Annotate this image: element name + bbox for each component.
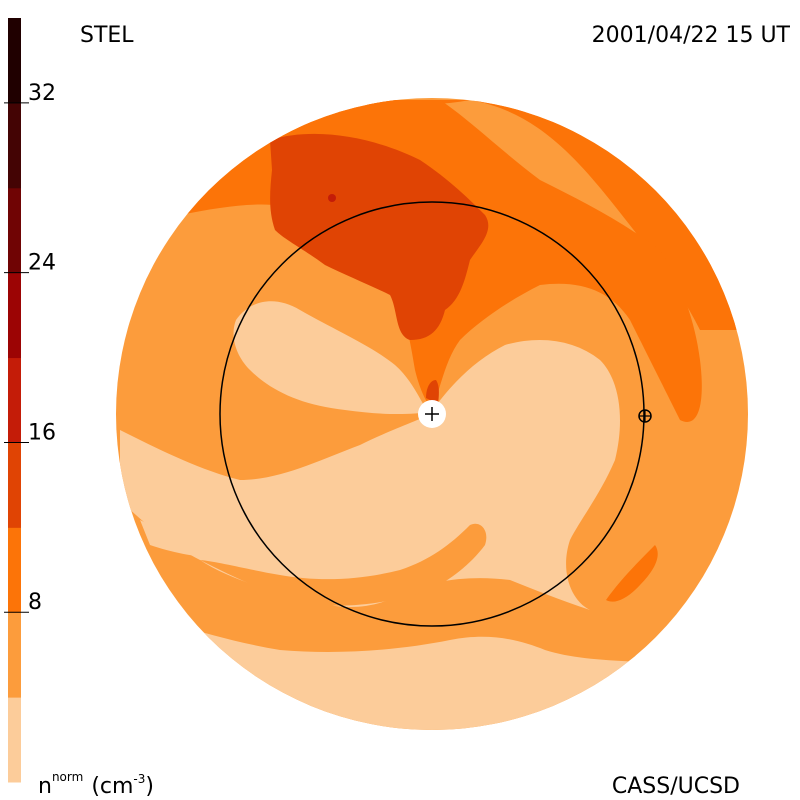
colorbar-level-8: [8, 18, 21, 104]
region-level-3-upper: [170, 100, 748, 330]
colorbar-level-4: [8, 357, 21, 443]
region-level-1-tongue: [445, 392, 524, 412]
region-level-1-wedge: [140, 520, 230, 557]
region-level-3-streak: [606, 545, 658, 602]
colorbar-tick-label-1: 16: [28, 420, 56, 445]
colorbar-level-3: [8, 442, 21, 528]
colorbar-level-0: [8, 697, 21, 783]
sun-marker: [418, 400, 446, 428]
chart-title: STEL: [80, 23, 134, 48]
colorbar-tick-label-0: 8: [28, 590, 42, 615]
colorbar-level-2: [8, 527, 21, 613]
colorbar-tick-label-2: 24: [28, 251, 56, 276]
credit: CASS/UCSD: [612, 774, 740, 799]
colorbar-ticks: 8 16 24 32: [4, 81, 56, 615]
colorbar: [8, 18, 21, 783]
earth-marker: [638, 409, 652, 423]
region-level-4-blob: [426, 380, 439, 404]
colorbar-label: nnorm (cm-3): [38, 770, 154, 799]
colorbar-level-6: [8, 187, 21, 274]
colorbar-tick-label-3: 32: [28, 81, 56, 106]
region-level-4: [270, 133, 489, 340]
region-level-2-streak: [200, 523, 487, 606]
colorbar-level-5: [8, 272, 21, 359]
colorbar-level-7: [8, 102, 21, 189]
timestamp: 2001/04/22 15 UT: [592, 23, 791, 48]
region-level-5-spot: [328, 194, 336, 202]
colorbar-level-1: [8, 612, 21, 698]
region-level-1-left: [233, 301, 428, 415]
earth-orbit: [219, 201, 645, 627]
